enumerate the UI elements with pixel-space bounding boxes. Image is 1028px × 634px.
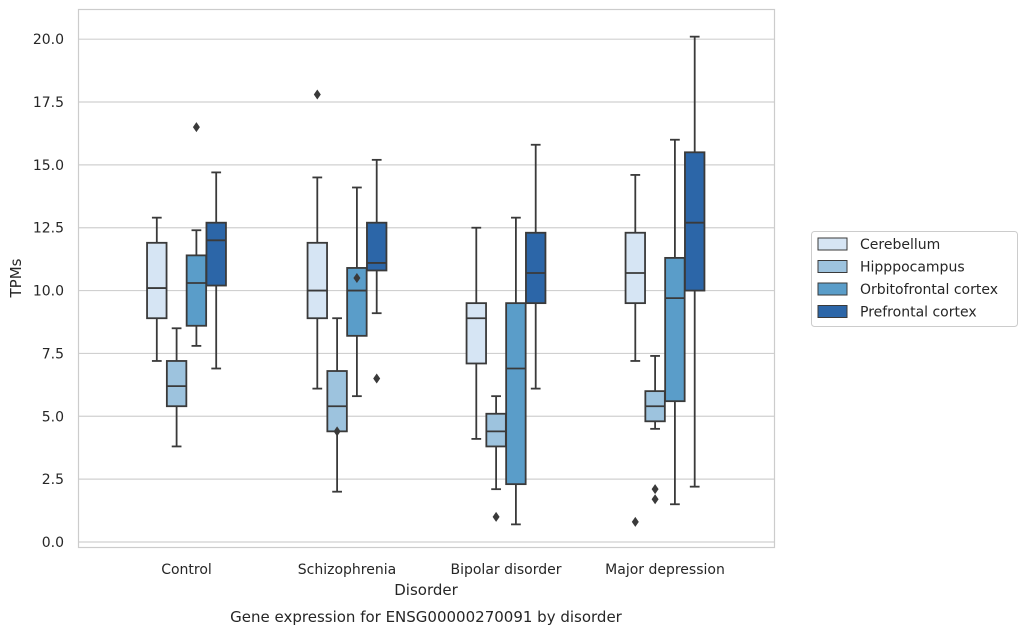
box-group: [146, 216, 168, 362]
x-tick-label: Major depression: [605, 562, 725, 578]
box-group: [205, 171, 227, 370]
y-tick-label: 15.0: [33, 158, 64, 174]
x-axis-label: Disorder: [394, 581, 458, 599]
x-axis-ticks: Control Schizophrenia Bipolar disorder Majo…: [161, 562, 725, 578]
boxes: [146, 35, 706, 527]
box: [146, 241, 168, 320]
box-group: [485, 395, 507, 522]
box: [205, 221, 227, 287]
y-tick-label: 2.5: [42, 472, 64, 488]
y-tick-label: 5.0: [42, 409, 64, 425]
outlier-point: [651, 494, 659, 505]
outlier-point: [631, 516, 639, 527]
legend-frame: [811, 231, 1018, 327]
y-tick-label: 12.5: [33, 221, 64, 237]
outlier-point: [333, 426, 341, 437]
y-tick-label: 10.0: [33, 284, 64, 300]
box-group: [346, 186, 368, 398]
legend-swatch: [817, 282, 848, 296]
legend-label: Hipppocampus: [860, 260, 965, 276]
legend-label: Orbitofrontal cortex: [860, 282, 998, 298]
box-group: [366, 158, 388, 384]
box: [505, 302, 527, 486]
x-tick-label: Control: [161, 562, 212, 578]
box: [366, 221, 388, 272]
box-group: [684, 35, 706, 488]
box-group: [525, 143, 547, 390]
chart-caption: Gene expression for ENSG00000270091 by d…: [230, 608, 623, 626]
box: [185, 254, 208, 327]
legend-swatch: [817, 260, 848, 273]
outlier-point: [313, 89, 321, 100]
box-group: [664, 138, 686, 506]
y-tick-label: 7.5: [42, 346, 64, 362]
box-group: [306, 89, 328, 390]
plot-area-frame: [77, 8, 776, 549]
box: [306, 241, 328, 320]
x-tick-label: Schizophrenia: [298, 562, 396, 578]
box: [485, 412, 507, 448]
outlier-point: [353, 273, 361, 283]
box-group: [465, 226, 487, 440]
box: [525, 231, 547, 305]
outlier-point: [651, 484, 659, 495]
box-group: [165, 327, 188, 448]
box: [346, 267, 368, 337]
box-group: [185, 122, 208, 347]
outlier-point: [192, 122, 200, 133]
box: [165, 360, 188, 408]
y-tick-label: 0.0: [42, 535, 64, 551]
legend: Cerebellum Hipppocampus Orbitofrontal cort…: [811, 231, 1018, 327]
box: [326, 370, 348, 433]
box-group: [644, 355, 666, 505]
y-axis-ticks: 0.0 2.5 5.0 7.5 10.0 12.5 15.0 17.5 20.0: [33, 32, 64, 551]
box: [465, 302, 487, 365]
box: [624, 231, 646, 305]
outlier-point: [492, 511, 500, 522]
box: [684, 151, 706, 292]
legend-swatch: [817, 237, 848, 251]
box-group: [505, 216, 527, 526]
legend-label: Cerebellum: [860, 237, 940, 253]
outlier-point: [373, 373, 381, 384]
y-axis-label: TPMs: [7, 258, 25, 298]
y-tick-label: 17.5: [33, 95, 64, 111]
y-tick-label: 20.0: [33, 32, 64, 48]
box-group: [326, 317, 348, 493]
legend-swatch: [817, 305, 848, 318]
legend-label: Prefrontal cortex: [860, 305, 977, 321]
box-group: [624, 174, 646, 527]
box: [664, 256, 686, 403]
x-tick-label: Bipolar disorder: [450, 562, 561, 578]
